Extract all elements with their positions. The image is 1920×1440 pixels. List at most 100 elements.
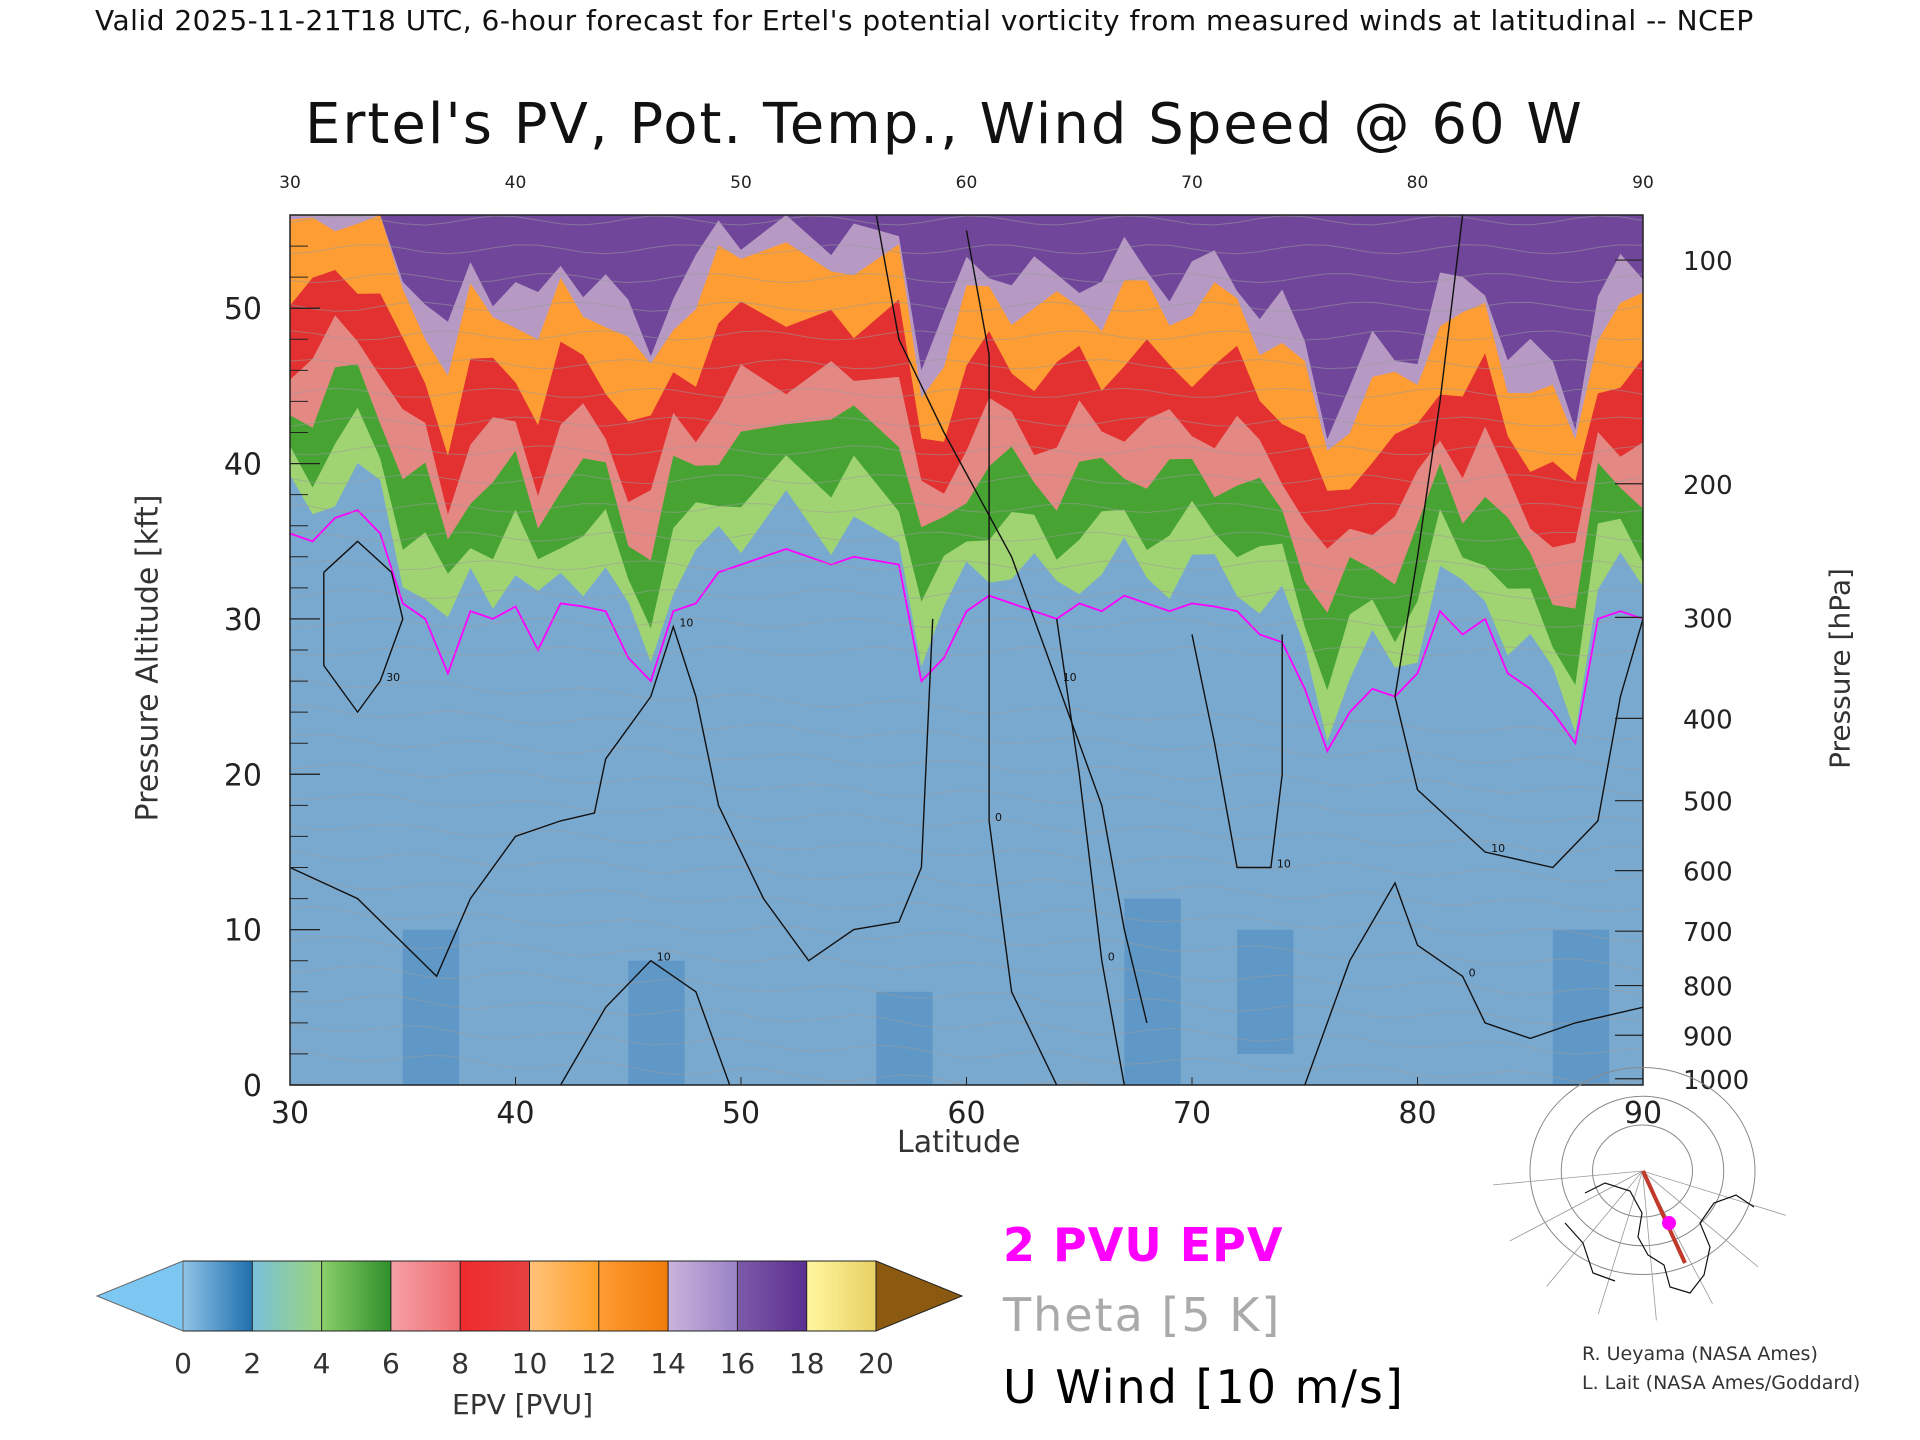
pv-streak: [1124, 898, 1181, 1085]
colorbar-segment: [460, 1261, 530, 1331]
u-wind-contour-label: 10: [679, 617, 693, 630]
top-x-tick-label: 40: [505, 173, 527, 193]
theta-contour: [290, 676, 1643, 741]
y-tick-label: 0: [243, 1069, 262, 1104]
theta-contour: [290, 849, 1643, 912]
u-wind-contour-label: 0: [995, 811, 1002, 824]
pv-streak: [628, 960, 685, 1085]
legend-2pvu: 2 PVU EPV: [1003, 1218, 1284, 1272]
theta-contour: [290, 273, 1643, 284]
u-wind-contour: [1191, 634, 1283, 869]
inset-map-frame: [1545, 1153, 1740, 1303]
pressure-tick-label: 600: [1683, 858, 1733, 888]
u-wind-contour-label: 0: [1469, 966, 1476, 979]
pressure-tick-label: 800: [1683, 973, 1733, 1003]
inset-meridian: [1493, 1170, 1643, 1186]
theta-contour: [290, 358, 1643, 370]
colorbar-segment: [806, 1261, 876, 1331]
theta-contour: [290, 704, 1643, 770]
y-tick-label: 10: [224, 914, 262, 949]
colorbar-segment: [252, 1261, 322, 1331]
inset-meridian: [1597, 1170, 1643, 1315]
pressure-tick-label: 300: [1683, 604, 1733, 634]
credit-line-1: R. Ueyama (NASA Ames): [1582, 1343, 1818, 1365]
theta-contour: [290, 617, 1643, 628]
colorbar-tick-label: 6: [382, 1347, 400, 1380]
inset-coastline: [1584, 1182, 1755, 1294]
colorbar-tick-label: 20: [858, 1347, 894, 1380]
x-tick-label: 70: [1173, 1096, 1211, 1131]
inset-meridian: [1642, 1170, 1657, 1321]
x-tick-label: 30: [271, 1096, 309, 1131]
x-tick-label: 80: [1398, 1096, 1436, 1131]
u-wind-contour: [1394, 215, 1643, 869]
y-tick-label: 40: [224, 448, 262, 483]
legend-theta: Theta [5 K]: [1003, 1288, 1282, 1342]
theta-contour: [290, 502, 1643, 514]
pressure-tick-label: 900: [1683, 1022, 1733, 1052]
u-wind-contour-label: 0: [1108, 951, 1115, 964]
top-x-tick-label: 60: [956, 173, 978, 193]
theta-contour: [290, 876, 1643, 942]
theta-contour: [290, 215, 1643, 226]
top-x-tick-label: 90: [1632, 173, 1654, 193]
pv-streak: [402, 929, 460, 1085]
legend-u-wind: U Wind [10 m/s]: [1003, 1360, 1405, 1414]
colorbar-segment: [390, 1261, 461, 1331]
theta-contour: [290, 244, 1643, 255]
x-axis-label: Latitude: [897, 1125, 1021, 1160]
colorbar: 0 2 4 6 8 10 12 14 16 18 20: [95, 1260, 964, 1380]
colorbar-label: EPV [PVU]: [452, 1388, 594, 1421]
u-wind-contour: [1304, 881, 1643, 1085]
x-tick-label: 90: [1624, 1096, 1662, 1131]
pressure-tick-label: 700: [1683, 918, 1733, 948]
theta-contour: [290, 416, 1643, 427]
colorbar-tick-label: 18: [789, 1347, 825, 1380]
pv-streak: [1237, 929, 1294, 1054]
u-wind-contour-label: 10: [1277, 858, 1291, 871]
pressure-tick-label: 1000: [1683, 1066, 1749, 1096]
colorbar-segment: [668, 1261, 738, 1331]
colorbar-over-arrow: [875, 1260, 964, 1332]
theta-contour: [290, 823, 1643, 883]
top-x-tick-label: 30: [279, 173, 301, 193]
credit-line-2: L. Lait (NASA Ames/Goddard): [1582, 1372, 1861, 1394]
u-wind-contour: [323, 540, 404, 714]
theta-contour: [290, 531, 1643, 542]
pv-layer-16: [290, 215, 1643, 440]
u-wind-contour-label: 10: [657, 951, 671, 964]
theta-contour: [290, 763, 1643, 823]
theta-contour: [290, 474, 1643, 485]
theta-contour: [290, 646, 1643, 657]
pressure-tick-label: 100: [1683, 247, 1733, 277]
x-tick-label: 60: [947, 1096, 985, 1131]
inset-location-marker: [1662, 1216, 1676, 1230]
colorbar-segment: [737, 1261, 807, 1331]
y-tick-label: 20: [224, 758, 262, 793]
pv-streak: [1552, 929, 1610, 1085]
colorbar-tick-label: 14: [650, 1347, 686, 1380]
theta-contour: [290, 588, 1643, 600]
theta-contour: [290, 965, 1643, 1025]
colorbar-tick-label: 4: [313, 1347, 331, 1380]
colorbar-under-arrow: [95, 1260, 184, 1332]
colorbar-tick-label: 0: [174, 1347, 192, 1380]
u-wind-contour-label: 10: [1063, 671, 1077, 684]
inset-latitude-circle: [1529, 1067, 1756, 1275]
inset-cross-section-track: [1641, 1170, 1687, 1264]
pv-2pvu-line: [290, 509, 1643, 754]
colorbar-tick-label: 8: [451, 1347, 469, 1380]
theta-contour: [290, 387, 1643, 398]
inset-meridian: [1509, 1170, 1643, 1242]
x-tick-label: 40: [496, 1096, 534, 1131]
top-x-tick-label: 50: [730, 173, 752, 193]
colorbar-segment: [321, 1261, 391, 1331]
u-wind-contour-label: 10: [1491, 842, 1505, 855]
y-axis-label: Pressure Altitude [kft]: [130, 494, 166, 822]
u-wind-contour: [875, 215, 1148, 1024]
inset-meridian: [1642, 1170, 1759, 1268]
inset-coastline: [1564, 1222, 1616, 1282]
pressure-tick-label: 400: [1683, 705, 1733, 735]
inset-latitude-circle: [1592, 1124, 1693, 1218]
theta-contour: [290, 935, 1643, 997]
